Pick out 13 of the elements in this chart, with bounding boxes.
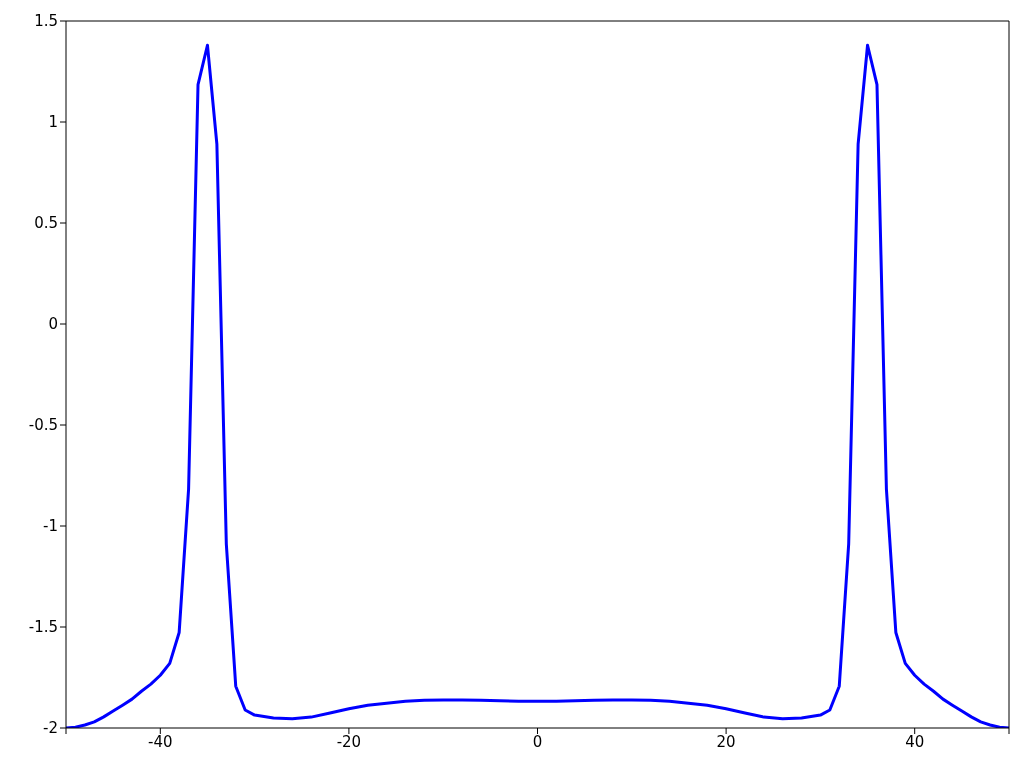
x-tick-label: 40 [905, 732, 925, 751]
y-tick-label: 1 [48, 113, 58, 132]
y-tick-label: 0 [48, 315, 58, 334]
y-tick-label: -2 [43, 719, 58, 738]
y-tick-label: -1 [43, 517, 58, 536]
x-tick-label: 20 [716, 732, 736, 751]
x-tick-label: 0 [532, 732, 543, 751]
y-tick-label: -1.5 [28, 618, 58, 637]
y-tick-label: 0.5 [34, 214, 58, 233]
x-tick-label: -40 [148, 732, 173, 751]
y-tick-label: -0.5 [28, 416, 58, 435]
y-tick-label: 1.5 [34, 12, 58, 31]
x-tick-label: -20 [336, 732, 362, 751]
